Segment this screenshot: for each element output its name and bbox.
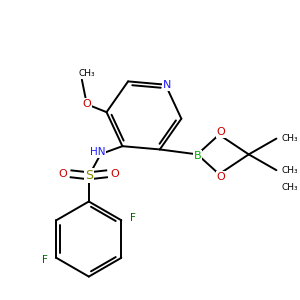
Text: F: F — [41, 255, 47, 265]
Text: B: B — [194, 152, 201, 161]
Text: HN: HN — [90, 147, 106, 157]
Text: O: O — [82, 99, 91, 109]
Text: O: O — [59, 169, 68, 179]
Text: CH₃: CH₃ — [282, 166, 298, 175]
Text: O: O — [217, 172, 225, 182]
Text: F: F — [130, 213, 136, 223]
Text: CH₃: CH₃ — [282, 134, 298, 143]
Text: CH₃: CH₃ — [79, 69, 95, 78]
Text: CH₃: CH₃ — [282, 184, 298, 193]
Text: N: N — [163, 80, 172, 90]
Text: S: S — [85, 169, 93, 182]
Text: O: O — [110, 169, 119, 179]
Text: O: O — [217, 127, 225, 137]
